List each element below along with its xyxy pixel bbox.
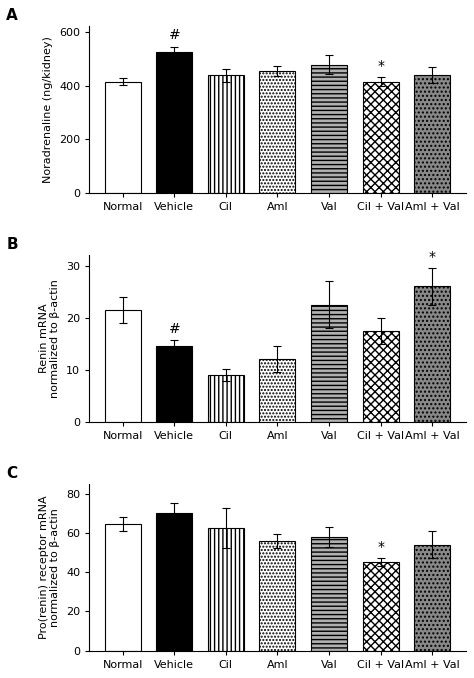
Text: B: B xyxy=(6,237,18,252)
Y-axis label: Renin mRNA
normalized to β-actin: Renin mRNA normalized to β-actin xyxy=(39,279,61,398)
Bar xyxy=(208,528,244,651)
Bar xyxy=(105,524,141,651)
Bar xyxy=(414,75,450,193)
Bar xyxy=(363,81,399,193)
Bar xyxy=(105,81,141,193)
Bar xyxy=(311,64,347,193)
Text: *: * xyxy=(377,540,384,555)
Bar xyxy=(363,562,399,651)
Y-axis label: Noradrenaline (ng/kidney): Noradrenaline (ng/kidney) xyxy=(44,37,54,183)
Text: *: * xyxy=(428,250,436,264)
Bar xyxy=(414,544,450,651)
Bar xyxy=(311,304,347,422)
Text: A: A xyxy=(6,8,18,23)
Bar xyxy=(363,331,399,422)
Bar xyxy=(208,75,244,193)
Bar xyxy=(259,71,295,193)
Bar xyxy=(259,359,295,422)
Text: #: # xyxy=(168,322,180,336)
Bar xyxy=(156,513,192,651)
Bar xyxy=(208,375,244,422)
Bar xyxy=(259,541,295,651)
Bar xyxy=(105,310,141,422)
Text: C: C xyxy=(6,466,18,481)
Bar xyxy=(414,286,450,422)
Text: *: * xyxy=(377,58,384,73)
Bar xyxy=(156,346,192,422)
Bar xyxy=(156,52,192,193)
Bar xyxy=(311,537,347,651)
Text: #: # xyxy=(168,28,180,43)
Y-axis label: Pro(renin) receptor mRNA
normalized to β-actin: Pro(renin) receptor mRNA normalized to β… xyxy=(39,496,61,639)
